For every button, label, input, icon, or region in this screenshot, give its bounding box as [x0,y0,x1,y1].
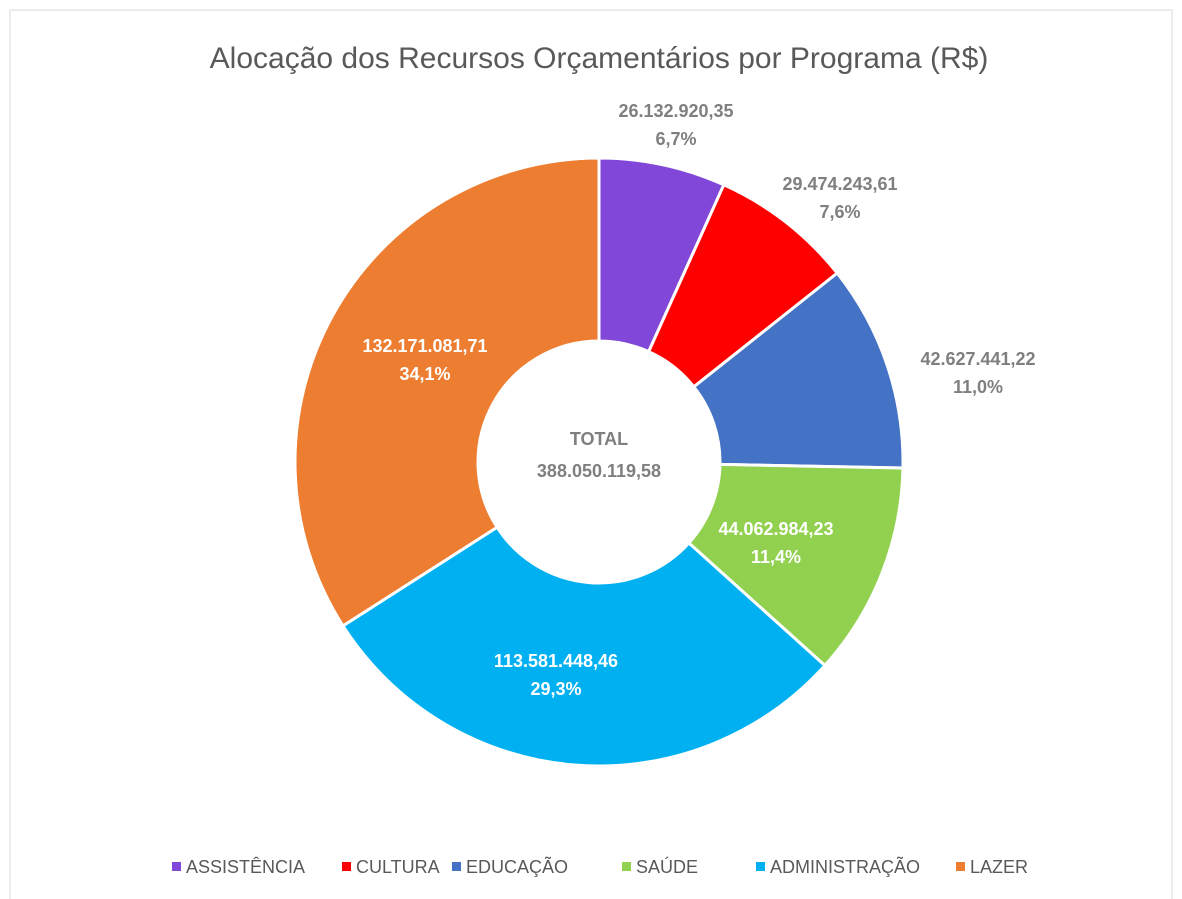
percent-label: 11,0% [953,377,1003,397]
value-label: 29.474.243,61 [782,174,897,194]
legend-marker [622,862,631,871]
legend-label: EDUCAÇÃO [466,856,568,877]
legend-label: LAZER [970,857,1028,877]
donut-slice [293,156,601,628]
total-value: 388.050.119,58 [537,461,661,481]
value-label: 113.581.448,46 [494,651,618,671]
total-label: TOTAL [570,429,628,449]
legend-label: CULTURA [356,857,440,877]
legend-label: SAÚDE [636,856,698,877]
percent-label: 6,7% [655,129,696,149]
value-label: 42.627.441,22 [920,349,1035,369]
legend-marker [172,862,181,871]
percent-label: 11,4% [751,547,801,567]
value-label: 26.132.920,35 [618,101,733,121]
legend-marker [956,862,965,871]
legend-marker [756,862,765,871]
legend-label: ADMINISTRAÇÃO [770,856,920,877]
legend-marker [452,862,461,871]
donut-slice [340,525,827,768]
value-label: 44.062.984,23 [718,519,833,539]
legend-marker [342,862,351,871]
percent-label: 34,1% [399,364,450,384]
percent-label: 7,6% [819,202,860,222]
legend-label: ASSISTÊNCIA [186,857,305,877]
donut-slice [686,462,905,668]
percent-label: 29,3% [530,679,581,699]
value-label: 132.171.081,71 [362,336,487,356]
chart-title: Alocação dos Recursos Orçamentários por … [210,42,989,75]
donut-slice [691,271,905,470]
